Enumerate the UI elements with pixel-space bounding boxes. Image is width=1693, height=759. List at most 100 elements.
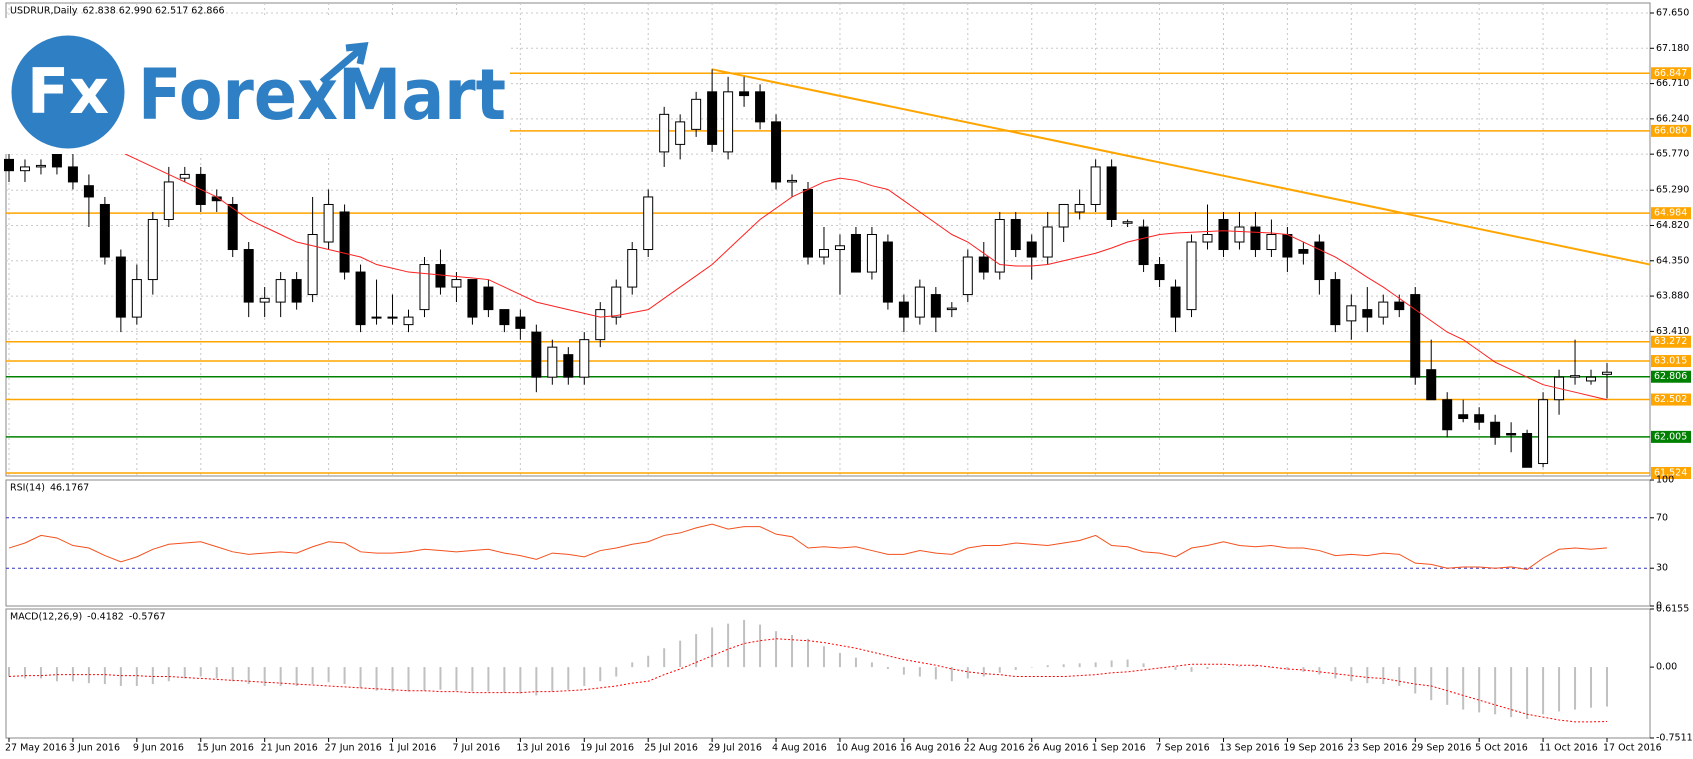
macd-bar [359,667,362,688]
y-tick-label: 66.240 [1656,113,1689,124]
macd-bar [1366,667,1369,684]
x-tick-label: 29 Jul 2016 [708,743,762,754]
candle-body [1106,166,1117,220]
macd-bar [247,667,250,685]
candle-body [83,185,94,198]
candle-body [1234,226,1245,243]
macd-bar [886,667,889,669]
candle-body [627,249,638,288]
candle-body [339,211,350,273]
candle-body [1570,375,1581,378]
macd-bar [1030,667,1033,668]
macd-bar [567,667,570,690]
macd-bar [279,667,282,686]
candle-body [755,91,766,123]
macd-bar [1526,667,1529,720]
macd-bar [1590,667,1593,708]
level-label: 62.502 [1654,394,1687,405]
macd-bar [1094,662,1097,668]
candle-body [243,249,254,303]
macd-bar [711,627,714,668]
macd-bar [743,619,746,668]
macd-bar [934,667,937,680]
macd-bar [950,667,953,682]
candle-body [387,316,398,319]
macd-bar [167,667,170,682]
x-tick-label: 7 Sep 2016 [1156,743,1210,754]
candle-body [163,181,174,220]
panel-title: -0.4182 [87,612,124,623]
macd-bar [663,648,666,668]
candle-body [707,91,718,145]
macd-bar [1574,667,1577,710]
candle-body [1298,249,1309,254]
x-tick-label: 23 Sep 2016 [1347,743,1407,754]
macd-bar [631,662,634,668]
macd-bar [1606,667,1608,707]
y-tick-label: 63.880 [1656,291,1689,302]
candle-body [1058,203,1069,228]
macd-bar [615,667,618,677]
candle-body [579,339,590,378]
macd-bar [1430,667,1433,701]
macd-bar [1078,663,1081,668]
candle-body [1186,241,1197,311]
candle-body [1586,376,1597,382]
macd-bar [775,631,778,668]
candle-body [1522,432,1533,468]
candle-body [1394,301,1405,311]
candle-body [1314,241,1325,281]
candle-body [275,279,286,303]
candle-body [67,166,78,183]
candle-body [739,91,750,97]
y-tick-label: -0.7511 [1656,733,1693,744]
candle-body [930,294,941,318]
candle-body [19,166,30,172]
candle-body [1458,414,1469,419]
macd-bar [870,662,873,668]
macd-bar [1446,667,1449,705]
macd-bar [854,657,857,668]
candle-body [1010,218,1021,251]
y-tick-label: 70 [1656,512,1668,523]
macd-bar [407,667,410,692]
macd-bar [535,667,538,696]
macd-bar [1046,665,1049,668]
x-tick-label: 15 Jun 2016 [197,743,254,754]
candle-body [99,203,110,258]
candle-body [691,98,702,130]
logo-badge [8,32,128,152]
macd-bar [87,667,90,684]
macd-bar [1270,667,1273,669]
candle-body [259,297,270,303]
y-tick-label: 66.710 [1656,78,1689,89]
candle-body [371,316,382,319]
macd-bar [807,638,809,668]
logo-badge-text: Fx [27,55,109,128]
macd-bar [311,667,314,685]
panel-title: 62.838 62.990 62.517 62.866 [83,6,225,17]
macd-bar [391,667,394,692]
macd-bar [1190,667,1193,672]
candle-body [1250,226,1261,251]
level-label: 66.080 [1654,125,1687,136]
level-label: 62.005 [1654,431,1687,442]
candle-body [499,309,510,326]
logo-text: ForexMart [138,54,506,136]
candle-body [1538,399,1549,465]
candle-body [1170,286,1181,318]
candle-body [723,91,734,153]
macd-bar [1382,667,1385,685]
candle-body [946,307,957,311]
macd-bar [231,667,234,682]
macd-bar [423,667,426,691]
candle-body [1362,309,1373,318]
candle-body [595,309,606,341]
candle-body [1378,301,1389,318]
y-tick-label: 65.290 [1656,185,1689,196]
x-tick-label: 27 May 2016 [5,743,67,754]
candle-body [1122,221,1133,224]
panel-title: MACD(12,26,9) [10,612,82,623]
level-label-box [1651,466,1691,479]
